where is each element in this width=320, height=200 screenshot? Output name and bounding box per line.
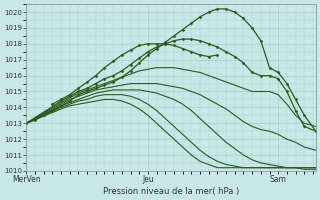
X-axis label: Pression niveau de la mer( hPa ): Pression niveau de la mer( hPa ) xyxy=(103,187,239,196)
